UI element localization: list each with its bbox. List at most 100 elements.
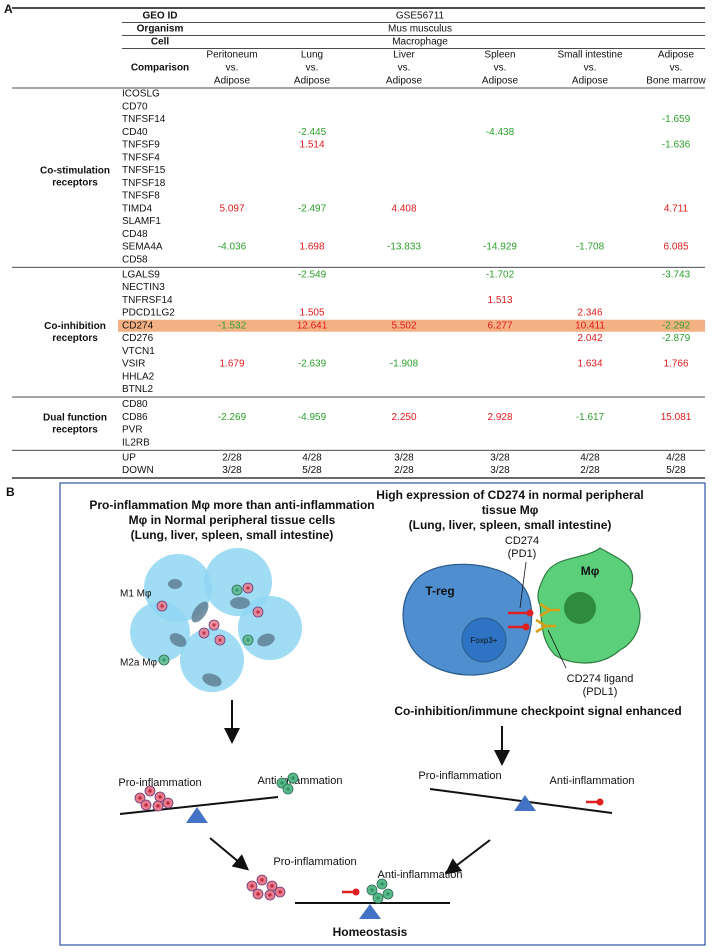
fold-change: 2.042	[577, 333, 602, 344]
balance-right	[429, 788, 613, 814]
fold-change: -4.036	[218, 242, 247, 253]
summary-value: 2/28	[580, 465, 600, 476]
fold-change: 1.513	[487, 295, 512, 306]
fold-change: -2.445	[298, 127, 327, 138]
fold-change: 10.411	[575, 320, 605, 331]
anti-label: Anti-inflammation	[550, 775, 635, 787]
summary-value: 3/28	[394, 452, 414, 463]
panel-frame	[59, 482, 706, 946]
pro-label: Pro-inflammation	[418, 770, 501, 782]
fold-change: -2.549	[298, 269, 327, 280]
panel-a: A GEO ID GSE56711 Organism Mus musculus Cell M…	[4, 2, 707, 479]
fold-change: 4.711	[664, 203, 689, 214]
column-header: Adipose	[572, 76, 609, 87]
gene-label: TNFSF8	[122, 191, 160, 202]
treg-cell	[402, 563, 533, 676]
summary-value: 2/28	[394, 465, 414, 476]
header-label: Organism	[137, 24, 184, 35]
fold-change: 1.766	[663, 359, 688, 370]
summary-value: 3/28	[222, 465, 242, 476]
fold-change: -4.438	[486, 127, 515, 138]
header-value: GSE56711	[396, 11, 445, 22]
summary-value: 5/28	[666, 465, 686, 476]
fold-change: -13.833	[387, 242, 421, 253]
pro-label: Pro-inflammation	[273, 856, 356, 868]
fold-change: 2.250	[391, 412, 416, 423]
panel-label: A	[4, 2, 13, 16]
header-value: Macrophage	[392, 37, 448, 48]
header-value: Mus musculus	[388, 24, 452, 35]
gene-label: CD80	[122, 399, 148, 410]
foxp3-label: Foxp3+	[471, 636, 498, 645]
homeostasis-label: Homeostasis	[333, 925, 408, 939]
gene-label: PDCD1LG2	[122, 308, 175, 319]
fold-change: -2.269	[218, 412, 247, 423]
column-header: Bone marrow	[646, 76, 706, 87]
column-header: Adipose	[294, 76, 331, 87]
fold-change: -1.908	[390, 359, 419, 370]
gene-label: NECTIN3	[122, 282, 165, 293]
header-label: GEO ID	[142, 11, 177, 22]
fold-change: 1.505	[299, 308, 324, 319]
header-label: Cell	[151, 37, 170, 48]
fold-change: -1.702	[486, 269, 515, 280]
fold-change: -1.636	[662, 140, 691, 151]
gene-label: IL2RB	[122, 437, 150, 448]
fold-change: -2.292	[662, 320, 691, 331]
gene-label: CD48	[122, 229, 148, 240]
fold-change: -1.659	[662, 114, 691, 125]
gene-label: HHLA2	[122, 371, 155, 382]
tissue-cells	[130, 548, 302, 692]
gene-label: TNFSF9	[122, 140, 160, 151]
fold-change: 12.641	[297, 320, 328, 331]
summary-value: 2/28	[222, 452, 242, 463]
fold-change: -1.617	[576, 412, 605, 423]
gene-label: CD58	[122, 254, 148, 265]
summary-value: 4/28	[666, 452, 686, 463]
fold-change: -2.497	[298, 203, 327, 214]
column-header: vs.	[398, 63, 411, 74]
gene-label: SEMA4A	[122, 242, 163, 253]
checkpoint-receptors	[508, 561, 567, 669]
summary-value: 3/28	[490, 465, 510, 476]
fold-change: -1.532	[218, 320, 247, 331]
ligand-label: (PDL1)	[583, 686, 618, 698]
fold-change: -1.708	[576, 242, 605, 253]
fold-change: -4.959	[298, 412, 327, 423]
left-title: Mφ in Normal peripheral tissue cells	[129, 513, 336, 527]
gene-label: TNFSF18	[122, 178, 166, 189]
fold-change: 1.698	[299, 242, 324, 253]
arrow	[444, 839, 491, 875]
fold-change: -3.743	[662, 269, 691, 280]
header-label: Comparison	[131, 63, 189, 74]
right-title: tissue Mφ	[482, 503, 539, 517]
receptor-label: CD274	[505, 535, 539, 547]
row-highlight	[118, 319, 705, 332]
group-label: receptors	[52, 178, 98, 189]
fold-change: 6.085	[663, 242, 688, 253]
gene-label: ICOSLG	[122, 89, 160, 100]
fold-change: 2.346	[577, 308, 602, 319]
gene-label: CD40	[122, 127, 148, 138]
m1-label: M1 Mφ	[120, 589, 152, 600]
summary-value: 5/28	[302, 465, 322, 476]
fold-change: 15.081	[661, 412, 692, 423]
gene-label: VSIR	[122, 359, 145, 370]
group-label: receptors	[52, 333, 98, 344]
signal-label: Co-inhibition/immune checkpoint signal e…	[394, 704, 681, 718]
fold-change: -2.639	[298, 359, 327, 370]
panel-label: B	[6, 485, 15, 499]
summary-label: DOWN	[122, 465, 154, 476]
group-label: Co-stimulation	[40, 166, 110, 177]
column-header: Adipose	[482, 76, 519, 87]
left-title: Pro-inflammation Mφ more than anti-infla…	[89, 498, 374, 512]
group-label: Co-inhibition	[44, 321, 106, 332]
summary-value: 4/28	[580, 452, 600, 463]
column-header: vs.	[306, 63, 319, 74]
fold-change: 4.408	[391, 203, 416, 214]
anti-label: Anti-inflammation	[378, 869, 463, 881]
column-header: Adipose	[386, 76, 423, 87]
summary-label: UP	[122, 452, 136, 463]
